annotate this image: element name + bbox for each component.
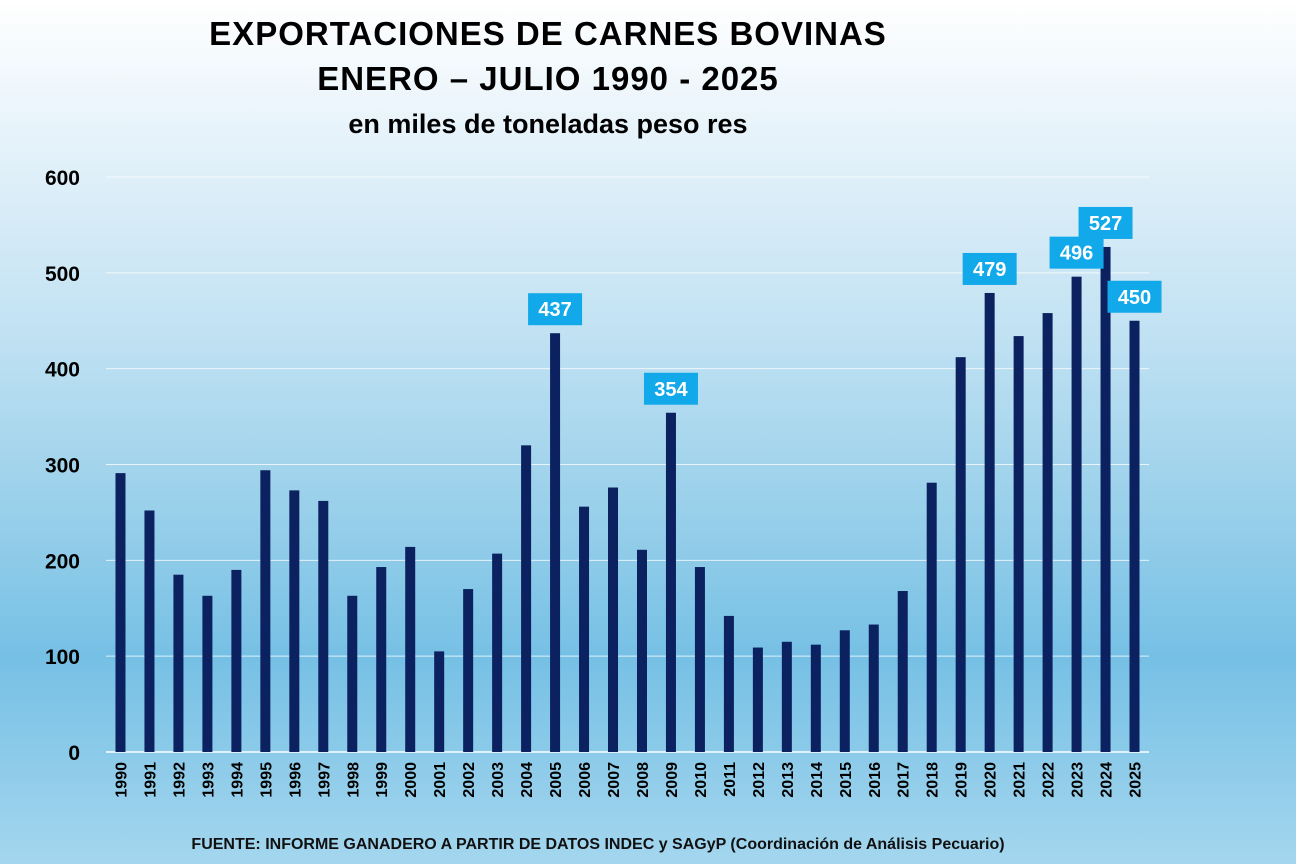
data-label: 496 — [1060, 243, 1093, 265]
bar-2013 — [781, 641, 792, 752]
y-tick-label: 0 — [68, 742, 80, 765]
x-tick-label: 2013 — [780, 762, 797, 798]
data-label-box — [962, 252, 1017, 285]
x-tick-label: 1994 — [229, 762, 246, 798]
bar-2006 — [579, 506, 590, 752]
x-tick-label: 1996 — [287, 762, 304, 798]
bar-1992 — [173, 574, 184, 752]
data-label: 450 — [1118, 287, 1151, 309]
x-tick-label: 2020 — [983, 762, 1000, 798]
y-tick-label: 400 — [45, 359, 80, 382]
bar-2025 — [1129, 320, 1140, 752]
x-tick-label: 2003 — [490, 762, 507, 798]
data-label: 437 — [538, 299, 571, 321]
bar-2020 — [984, 292, 995, 752]
x-tick-label: 2024 — [1099, 762, 1116, 798]
bar-2012 — [752, 647, 763, 752]
bar-2005 — [550, 333, 561, 752]
source-note: FUENTE: INFORME GANADERO A PARTIR DE DAT… — [191, 836, 1005, 853]
x-tick-label: 2019 — [954, 762, 971, 798]
bar-2014 — [810, 644, 821, 752]
y-tick-label: 100 — [45, 646, 80, 669]
bar-1994 — [231, 569, 242, 752]
x-tick-label: 1991 — [142, 762, 159, 798]
bar-1997 — [318, 500, 329, 752]
bar-2008 — [636, 549, 647, 752]
bar-2009 — [665, 412, 676, 752]
data-label: 527 — [1089, 213, 1122, 235]
x-tick-label: 2015 — [838, 762, 855, 798]
x-tick-label: 2000 — [403, 762, 420, 798]
bar-2000 — [405, 546, 416, 752]
bar-2023 — [1071, 276, 1082, 752]
y-tick-label: 200 — [45, 550, 80, 573]
bar-2001 — [434, 651, 445, 752]
x-tick-label: 2022 — [1041, 762, 1058, 798]
data-label-box — [528, 293, 583, 326]
bar-2021 — [1013, 336, 1024, 752]
bar-2004 — [521, 445, 532, 752]
bar-2019 — [955, 357, 966, 752]
data-label-box — [1049, 236, 1104, 269]
x-tick-label: 2025 — [1128, 762, 1145, 798]
bar-2010 — [694, 567, 705, 752]
bar-1991 — [144, 510, 155, 752]
x-tick-label: 2018 — [925, 762, 942, 798]
x-tick-label: 2008 — [635, 762, 652, 798]
x-tick-label: 2023 — [1070, 762, 1087, 798]
x-tick-label: 1992 — [171, 762, 188, 798]
x-tick-label: 1997 — [316, 762, 333, 798]
bar-2007 — [608, 487, 619, 752]
y-tick-label: 500 — [45, 263, 80, 286]
bar-2016 — [868, 624, 879, 752]
x-tick-label: 2014 — [809, 762, 826, 798]
x-tick-label: 2021 — [1012, 762, 1029, 798]
chart-subtitle-period: ENERO – JULIO 1990 - 2025 — [317, 60, 779, 97]
x-tick-label: 2012 — [751, 762, 768, 798]
x-tick-label: 1990 — [113, 762, 130, 798]
bar-2011 — [723, 615, 734, 752]
bar-2022 — [1042, 313, 1053, 752]
x-tick-label: 2007 — [606, 762, 623, 798]
x-tick-label: 2001 — [432, 762, 449, 798]
chart-title-block: EXPORTACIONES DE CARNES BOVINAS ENERO – … — [0, 12, 1096, 146]
x-tick-label: 2011 — [722, 762, 739, 797]
x-tick-label: 2002 — [461, 762, 478, 798]
data-label-box — [643, 372, 698, 405]
bar-2024 — [1100, 246, 1111, 753]
bar-1998 — [347, 595, 358, 752]
x-tick-label: 2010 — [693, 762, 710, 798]
x-tick-label: 2005 — [548, 762, 565, 798]
x-tick-label: 1995 — [258, 762, 275, 798]
x-tick-label: 2004 — [519, 762, 536, 798]
data-label-box — [1107, 280, 1162, 313]
bar-2018 — [926, 482, 937, 752]
x-tick-label: 1998 — [345, 762, 362, 798]
data-label-box — [1078, 206, 1133, 239]
bar-1990 — [115, 473, 126, 752]
bar-2017 — [897, 591, 908, 752]
data-label: 479 — [973, 259, 1006, 281]
x-tick-label: 2016 — [867, 762, 884, 798]
bar-2002 — [463, 589, 474, 752]
y-tick-label: 600 — [45, 167, 80, 190]
x-tick-label: 2009 — [664, 762, 681, 798]
x-tick-label: 1993 — [200, 762, 217, 798]
x-tick-label: 2017 — [896, 762, 913, 798]
chart-subtitle-unit: en miles de toneladas peso res — [348, 109, 748, 139]
x-tick-label: 2006 — [577, 762, 594, 798]
bar-2015 — [839, 630, 850, 752]
chart-title: EXPORTACIONES DE CARNES BOVINAS — [209, 15, 887, 52]
bar-1995 — [260, 470, 271, 752]
bar-2003 — [492, 553, 503, 752]
data-label: 354 — [654, 379, 688, 401]
bar-1996 — [289, 490, 300, 752]
bar-1999 — [376, 567, 387, 752]
bar-1993 — [202, 595, 213, 752]
y-tick-label: 300 — [45, 455, 80, 478]
x-tick-label: 1999 — [374, 762, 391, 798]
